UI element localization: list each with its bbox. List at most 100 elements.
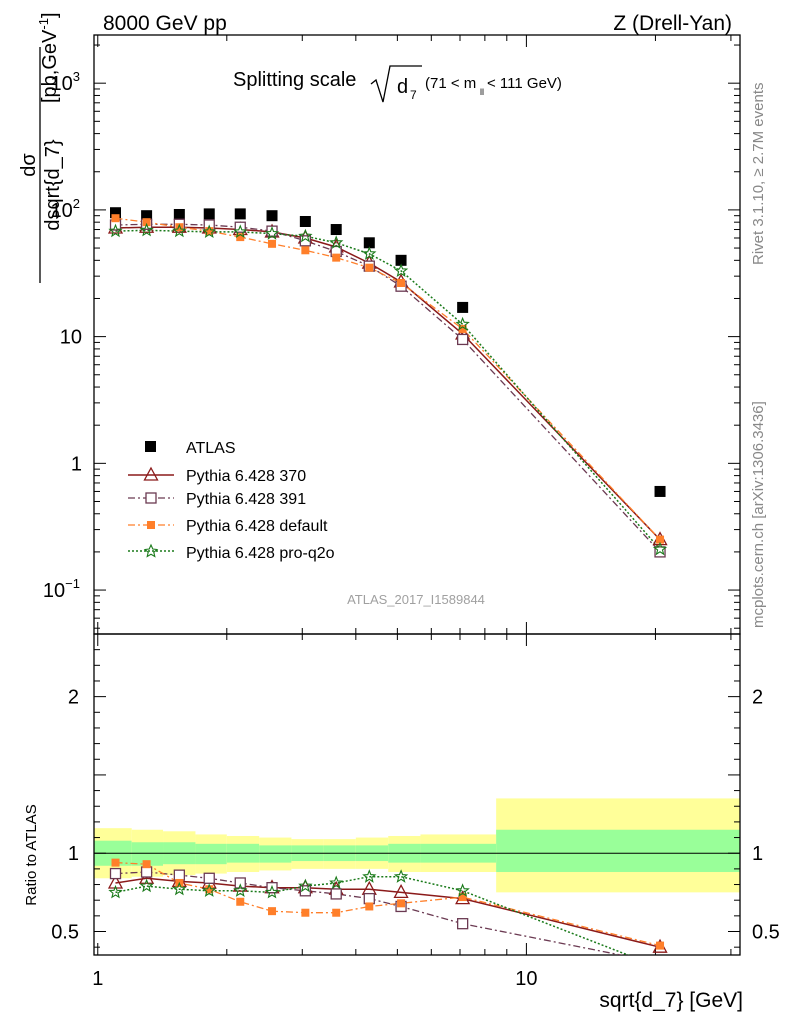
data-point-pdef [175, 223, 184, 232]
ylabel-denominator: dsqrt{d_7} [42, 139, 64, 231]
series-line-pdef [115, 217, 661, 541]
sqrt-symbol [370, 65, 422, 103]
data-point-pq2o [202, 224, 217, 239]
ratio-band-inner-1 [131, 842, 164, 866]
y-tick-label-ratio-left: 1 [68, 843, 79, 865]
plot-title-var-sub: 7 [410, 88, 417, 102]
legend-label-atlas: ATLAS [186, 440, 236, 457]
ratio-point-p391 [456, 918, 469, 930]
data-point-pq2o [108, 223, 123, 238]
plot-title-main: Splitting scale [233, 69, 356, 91]
plot-title-range-close: < 111 GeV) [487, 75, 562, 92]
header-process-label: Z (Drell-Yan) [613, 12, 732, 35]
legend-label-p391: Pythia 6.428 391 [186, 491, 306, 508]
plot-title-var: d [397, 76, 408, 98]
legend-marker-pq2o [143, 543, 159, 558]
ratio-point-p391 [173, 869, 185, 881]
legend: ATLAS Pythia 6.428 370 Pythia 6.428 391 … [128, 440, 335, 562]
plot-title-range-sub: ll [480, 87, 484, 97]
series-line-pq2o [115, 229, 661, 550]
svg-text:(71 < m: (71 < m [425, 75, 476, 92]
y-tick-label-main: 10−1 [43, 576, 80, 602]
ratio-point-pq2o [393, 869, 409, 883]
y-tick-label-main: 1 [71, 453, 82, 475]
ratio-point-pq2o [329, 875, 344, 889]
ylabel-unit: [pb,GeV-1] [36, 12, 61, 103]
data-point-pq2o [172, 223, 187, 238]
data-point-pdef [111, 214, 120, 223]
y-tick-label-main: 102 [51, 196, 80, 222]
data-point-atlas [457, 301, 469, 313]
data-point-pdef [205, 227, 214, 236]
ratio-point-pq2o [298, 878, 313, 893]
ratio-point-p391 [140, 866, 153, 878]
legend-label-p370: Pythia 6.428 370 [186, 468, 306, 485]
header-collision-label: 8000 GeV pp [103, 12, 227, 35]
data-point-pdef [397, 278, 406, 287]
ratio-point-pdef [397, 899, 406, 908]
ratio-point-pdef [332, 908, 341, 917]
data-point-pq2o [298, 228, 313, 243]
ylabel-numerator: dσ [18, 153, 40, 177]
ratio-uncertainty-bands [94, 798, 740, 893]
ratio-point-p391 [203, 872, 215, 884]
data-point-pdef [365, 263, 374, 272]
y-tick-label-main: 103 [51, 69, 80, 95]
ratio-frame [93, 633, 741, 956]
ratio-point-p370 [361, 880, 377, 895]
ratio-point-pq2o [108, 884, 123, 899]
data-point-atlas [363, 237, 375, 249]
ratio-point-pq2o [202, 883, 217, 897]
data-point-atlas [266, 210, 278, 222]
ratio-point-pdef [458, 893, 467, 902]
mcplots-credit-text: mcplots.cern.ch [arXiv:1306.3436] [750, 401, 767, 628]
y-tick-label-ratio-left: 2 [68, 687, 79, 709]
data-point-p391 [456, 333, 469, 346]
ratio-point-pdef [111, 858, 120, 867]
data-point-pdef [268, 239, 277, 248]
ratio-point-pq2o [139, 878, 154, 893]
ratio-point-p391 [363, 892, 375, 905]
svg-text:ll: ll [480, 87, 484, 97]
ratio-point-p391 [299, 885, 312, 897]
data-point-pdef [236, 233, 245, 242]
ratio-point-pdef [236, 897, 245, 906]
ratio-point-pdef [365, 902, 374, 911]
data-point-pq2o [233, 224, 248, 239]
x-tick-label: 10 [515, 968, 537, 990]
legend-marker-pdef [147, 521, 155, 529]
legend-item-p370: Pythia 6.428 370 [128, 466, 306, 485]
data-point-atlas [203, 208, 215, 220]
main-series [107, 207, 668, 558]
data-point-atlas [110, 207, 122, 219]
data-point-atlas [234, 208, 246, 220]
ratio-point-pdef [142, 860, 151, 869]
ratio-point-pq2o [233, 883, 248, 897]
ratio-y-axis-label: Ratio to ATLAS [23, 804, 40, 905]
ratio-point-pq2o [455, 883, 470, 897]
ratio-band-inner-11 [496, 829, 740, 873]
ratio-point-p391 [330, 888, 342, 900]
main-y-axis-label: dσ dsqrt{d_7} [pb,GeV-1] [18, 12, 64, 283]
ratio-point-p391 [234, 877, 246, 889]
data-point-pq2o [264, 226, 280, 240]
ratio-point-pdef [656, 941, 665, 950]
data-point-pq2o [139, 222, 154, 237]
data-point-atlas [395, 254, 407, 266]
ratio-line-p370 [115, 877, 661, 948]
x-tick-label: 1 [92, 968, 103, 990]
data-point-atlas [141, 210, 153, 222]
data-point-atlas [173, 208, 185, 220]
y-tick-label-ratio-right: 0.5 [752, 922, 780, 944]
plot-title-range: (71 < m [425, 75, 476, 92]
data-point-pdef [142, 218, 151, 227]
ratio-point-pq2o [172, 881, 187, 896]
svg-text:Splitting scale: Splitting scale [233, 69, 356, 91]
ratio-point-pdef [205, 885, 214, 894]
legend-item-pdef: Pythia 6.428 default [128, 518, 328, 535]
y-tick-label-main: 10 [60, 327, 82, 349]
data-point-atlas [330, 224, 342, 236]
svg-text:d: d [397, 76, 408, 98]
ratio-point-pdef [268, 907, 277, 916]
y-tick-label-ratio-left: 0.5 [51, 922, 79, 944]
